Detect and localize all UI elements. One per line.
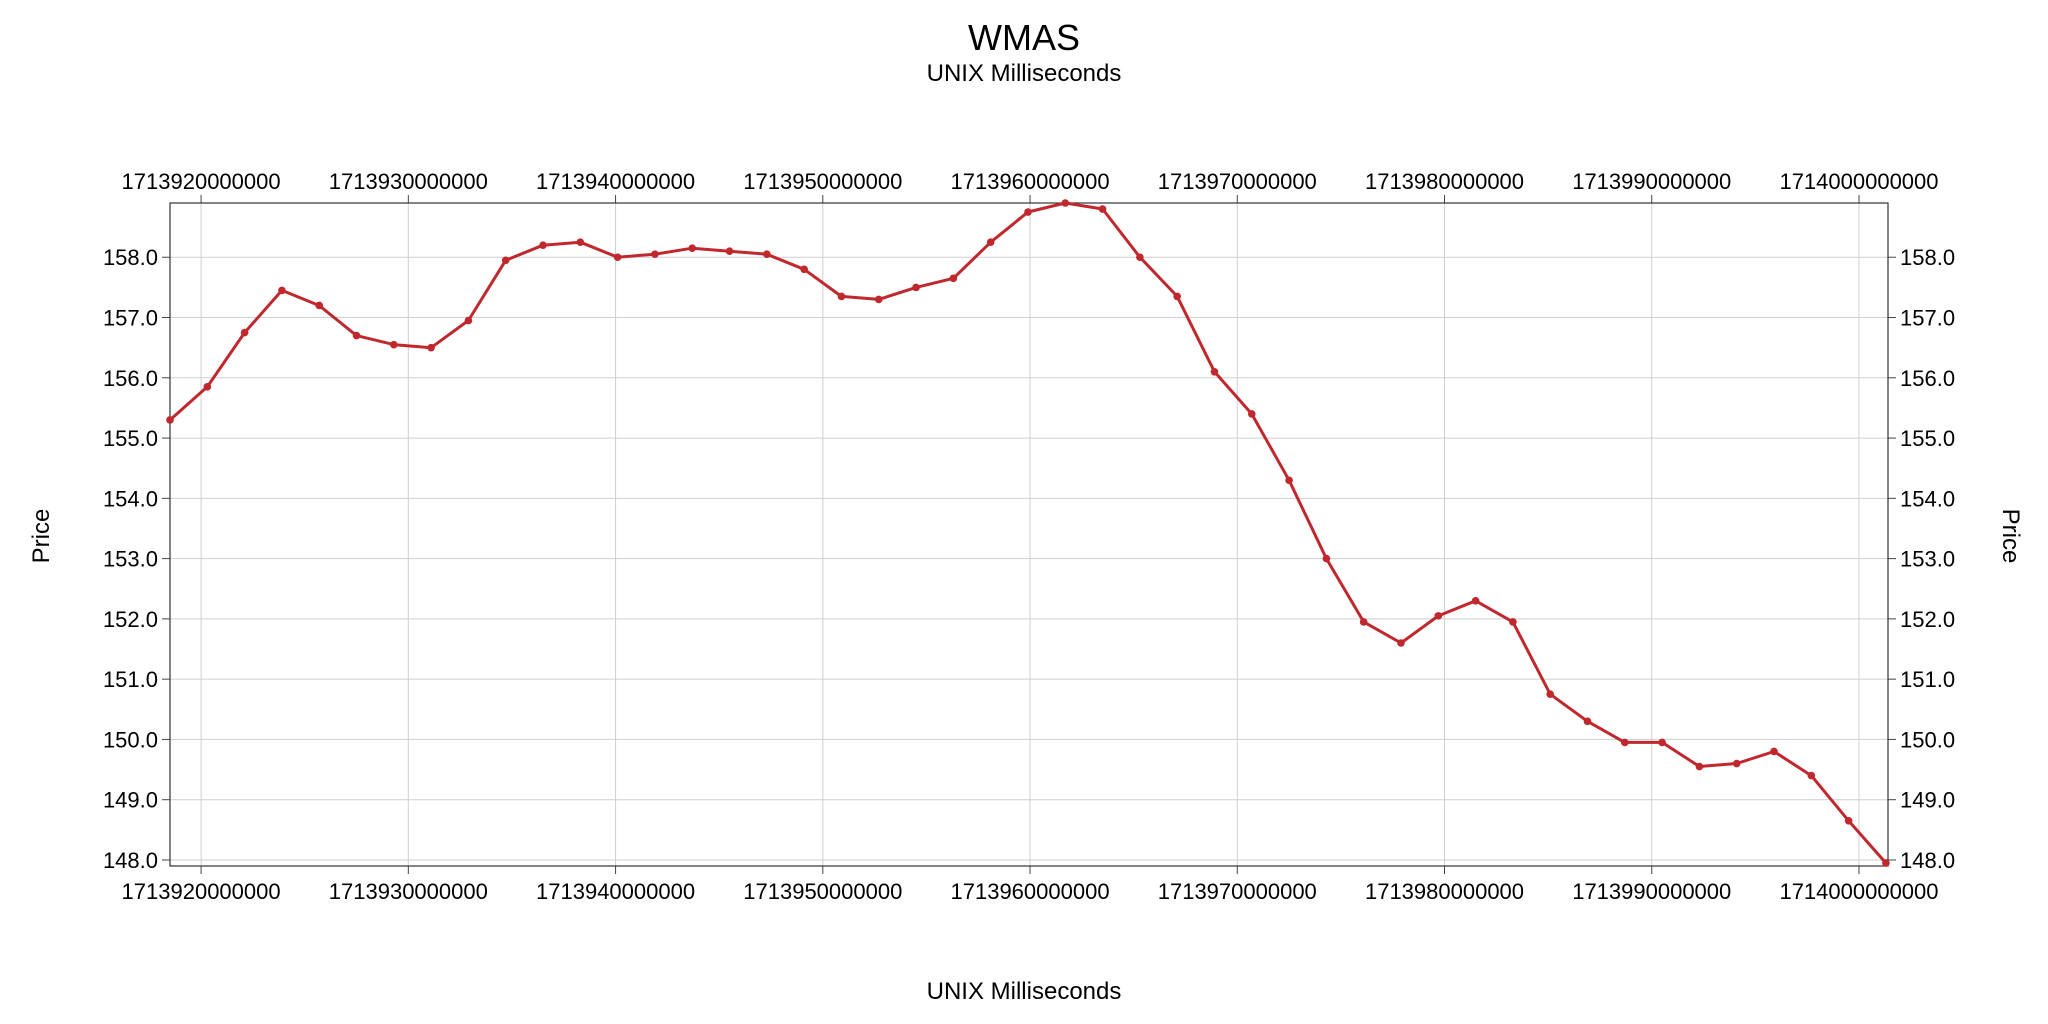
y-tick-label-right: 158.0 [1900,245,1955,270]
data-point [539,241,547,249]
data-point [1061,199,1070,207]
data-point [1210,367,1219,376]
data-point [1136,253,1144,262]
y-tick-label-right: 154.0 [1900,486,1955,511]
y-tick-label-left: 148.0 [103,848,158,873]
data-point [912,283,920,292]
data-point [1173,292,1181,301]
x-tick-label-bottom: 1713960000000 [951,879,1110,904]
data-point [1359,618,1368,626]
data-point [1098,205,1107,213]
grid-lines [170,203,1888,866]
x-tick-label-top: 1713970000000 [1158,169,1317,194]
x-tick-label-top: 1713950000000 [743,169,902,194]
x-tick-label-top: 1714000000000 [1779,169,1938,194]
y-tick-label-left: 157.0 [103,306,158,331]
axis-ticks [162,195,1896,874]
x-tick-label-bottom: 1713930000000 [329,879,488,904]
x-tick-label-bottom: 1714000000000 [1779,879,1938,904]
data-point [837,292,846,301]
x-tick-label-bottom: 1713950000000 [743,879,902,904]
y-tick-label-right: 152.0 [1900,607,1955,632]
y-tick-label-right: 149.0 [1900,788,1955,813]
data-point [949,274,958,283]
x-tick-label-top: 1713960000000 [951,169,1110,194]
x-tick-label-top: 1713990000000 [1572,169,1731,194]
y-tick-label-right: 151.0 [1900,667,1955,692]
data-point [1770,747,1778,756]
y-tick-label-left: 150.0 [103,727,158,752]
data-point [1695,762,1704,771]
data-point [1247,410,1256,418]
y-tick-label-right: 157.0 [1900,306,1955,331]
data-point [1546,690,1555,699]
data-point [278,286,286,295]
y-tick-label-left: 152.0 [103,607,158,632]
data-point [240,328,249,337]
data-point [1285,476,1293,485]
data-point [352,331,361,340]
y-tick-label-right: 148.0 [1900,848,1955,873]
x-tick-label-top: 1713930000000 [329,169,488,194]
y-tick-label-right: 156.0 [1900,366,1955,391]
x-tick-label-top: 1713980000000 [1365,169,1524,194]
chart-title: WMAS [968,17,1080,58]
x-tick-label-bottom: 1713920000000 [122,879,281,904]
y-tick-label-left: 149.0 [103,788,158,813]
y-tick-label-right: 150.0 [1900,727,1955,752]
y-tick-label-right: 153.0 [1900,547,1955,572]
y-tick-label-left: 155.0 [103,426,158,451]
data-point [613,253,622,262]
data-point [1658,738,1666,747]
data-point [464,316,473,325]
data-point [1509,618,1517,626]
y-tick-label-left: 153.0 [103,547,158,572]
data-point [1397,639,1405,647]
data-point [1583,717,1592,726]
series-group [166,199,1890,867]
chart-subtitle-top-axis-label: UNIX Milliseconds [926,60,1122,87]
data-point [315,301,324,310]
data-point [688,244,697,253]
y-tick-label-right: 155.0 [1900,426,1955,451]
x-axis-label-bottom: UNIX Milliseconds [926,978,1122,1005]
data-point [986,238,995,246]
data-point [427,343,435,352]
x-tick-label-top: 1713940000000 [536,169,695,194]
data-point [203,383,212,391]
data-point [874,295,883,304]
data-point [576,238,585,246]
tick-labels: 1713920000000 1713920000000 1713930000000 1… [103,169,1955,904]
y-tick-label-left: 156.0 [103,366,158,391]
y-tick-label-left: 158.0 [103,245,158,270]
data-point [1471,597,1480,605]
data-point [1322,554,1331,563]
x-tick-label-bottom: 1713990000000 [1572,879,1731,904]
data-point [1434,612,1443,620]
data-point [1807,771,1816,780]
x-tick-label-bottom: 1713980000000 [1365,879,1524,904]
data-point [1621,738,1629,747]
x-tick-label-bottom: 1713970000000 [1158,879,1317,904]
y-tick-label-left: 154.0 [103,486,158,511]
data-point [800,265,808,274]
x-tick-label-bottom: 1713940000000 [536,879,695,904]
data-point [651,250,659,259]
data-point [1882,859,1890,867]
data-point [725,247,734,256]
data-point [390,340,398,349]
data-point [1024,208,1032,216]
data-point [1732,759,1741,768]
data-point [166,416,174,424]
plot-frame [169,202,1889,867]
x-tick-label-top: 1713920000000 [122,169,281,194]
series-line [169,201,1888,864]
data-point [501,256,510,265]
data-point [1844,816,1853,825]
y-tick-label-left: 151.0 [103,667,158,692]
data-point [763,250,771,259]
